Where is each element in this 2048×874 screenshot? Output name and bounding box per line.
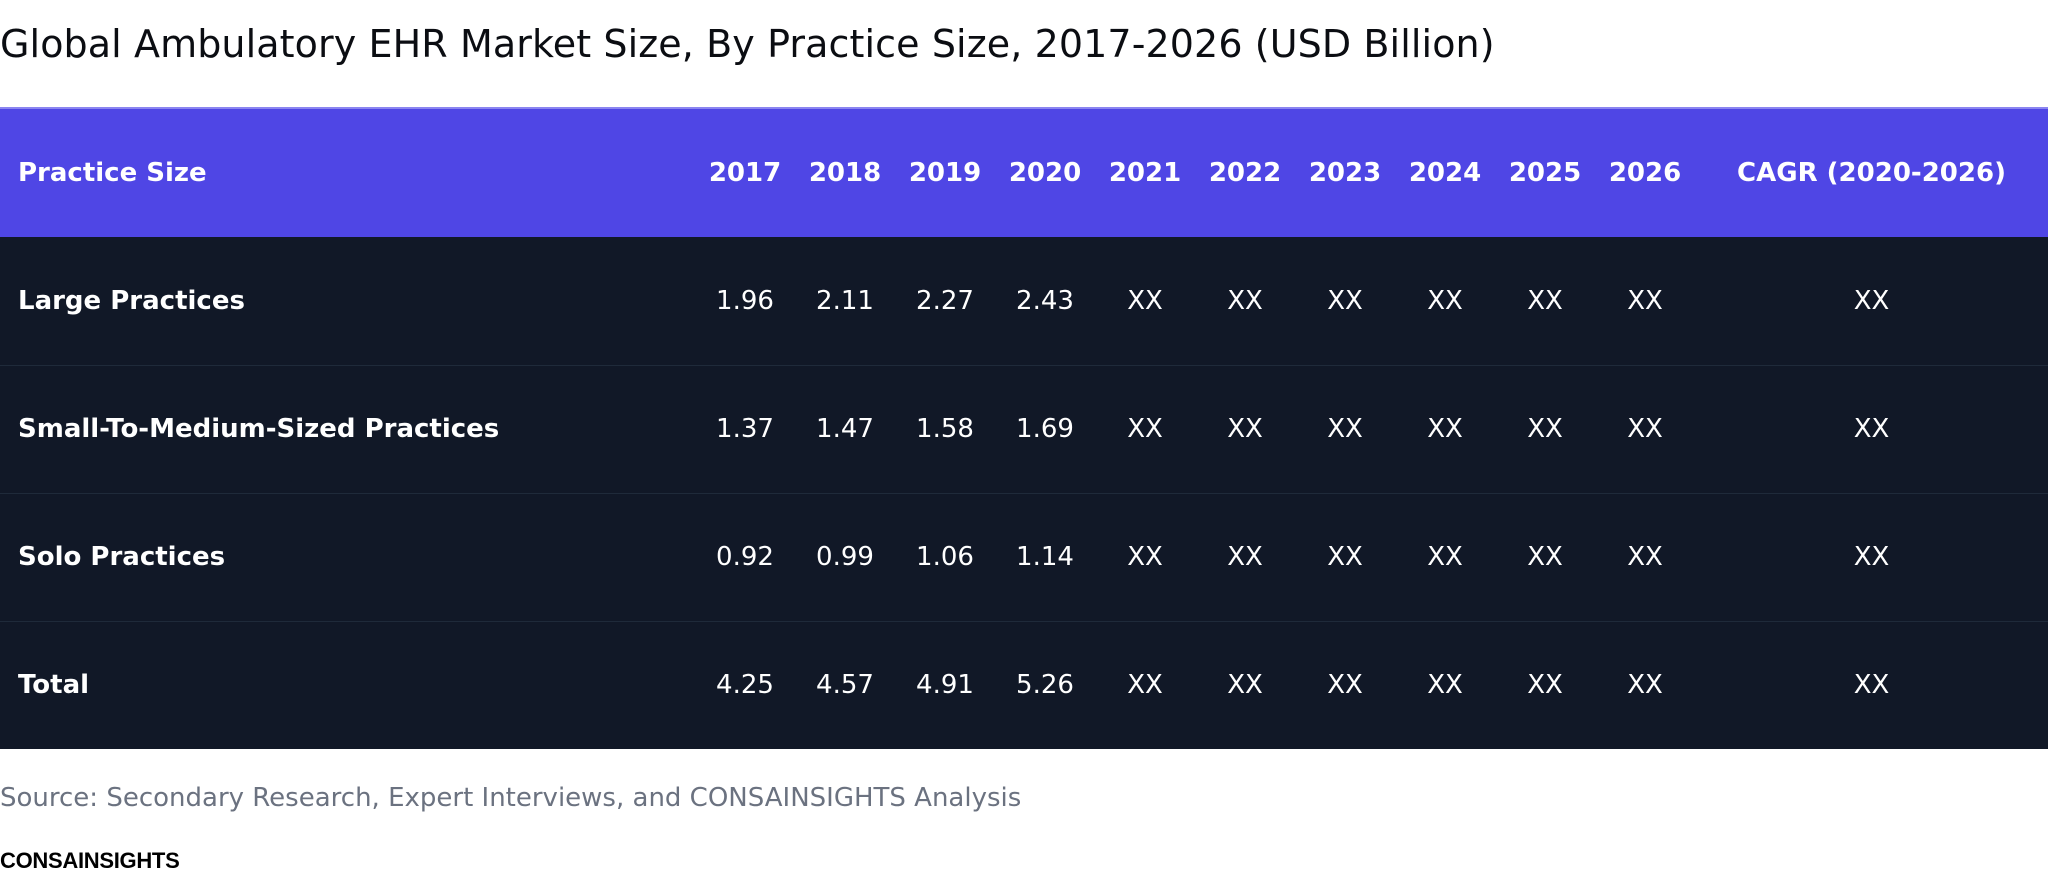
table-cell: XX bbox=[1427, 285, 1463, 316]
table-cell: XX bbox=[1627, 414, 1663, 444]
table-header-row: Practice Size 2017 2018 2019 2020 2021 2… bbox=[0, 108, 2048, 237]
table-cell: XX bbox=[1527, 670, 1563, 701]
table-cell: XX bbox=[1227, 414, 1263, 444]
table-cell: XX bbox=[1853, 285, 1890, 316]
table-cell: 2.43 bbox=[1016, 285, 1074, 316]
row-label: Solo Practices bbox=[18, 542, 226, 572]
table-cell: 0.92 bbox=[716, 542, 774, 572]
market-size-table-container: Practice Size 2017 2018 2019 2020 2021 2… bbox=[0, 107, 2048, 749]
header-2020: 2020 bbox=[1008, 158, 1082, 188]
brand-logo-text: CONSAINSIGHTS bbox=[0, 848, 180, 873]
table-cell: XX bbox=[1327, 414, 1363, 444]
table-cell: 1.58 bbox=[916, 414, 974, 444]
table-row: Solo Practices 0.92 0.99 1.06 1.14 XX XX… bbox=[0, 493, 2048, 621]
table-row-total: Total 4.25 4.57 4.91 5.26 XX XX XX XX XX… bbox=[0, 621, 2048, 749]
table-cell: XX bbox=[1527, 414, 1563, 444]
header-2024: 2024 bbox=[1408, 158, 1482, 188]
header-2026: 2026 bbox=[1608, 158, 1682, 188]
table-cell: XX bbox=[1427, 414, 1463, 444]
table-cell: 5.26 bbox=[1016, 670, 1074, 701]
table-row: Small-To-Medium-Sized Practices 1.37 1.4… bbox=[0, 365, 2048, 493]
header-2018: 2018 bbox=[808, 158, 882, 188]
table-cell: 4.25 bbox=[716, 670, 774, 701]
header-2017: 2017 bbox=[708, 158, 782, 188]
table-cell: XX bbox=[1227, 670, 1263, 701]
table-cell: XX bbox=[1853, 542, 1890, 572]
header-2022: 2022 bbox=[1208, 158, 1282, 188]
table-cell: 2.27 bbox=[916, 285, 974, 316]
header-cagr: CAGR (2020-2026) bbox=[1737, 158, 2006, 188]
table-cell: XX bbox=[1127, 670, 1163, 701]
header-2025: 2025 bbox=[1508, 158, 1582, 188]
table-cell: XX bbox=[1527, 285, 1563, 316]
table-cell: XX bbox=[1427, 670, 1463, 701]
table-cell: 0.99 bbox=[816, 542, 874, 572]
table-header: Practice Size 2017 2018 2019 2020 2021 2… bbox=[0, 108, 2048, 237]
market-size-table: Practice Size 2017 2018 2019 2020 2021 2… bbox=[0, 107, 2048, 749]
table-cell: XX bbox=[1327, 542, 1363, 572]
header-practice-size: Practice Size bbox=[18, 158, 207, 188]
table-cell: 1.47 bbox=[816, 414, 874, 444]
table-cell: XX bbox=[1127, 285, 1163, 316]
table-cell: XX bbox=[1627, 542, 1663, 572]
table-cell: 4.91 bbox=[916, 670, 974, 701]
table-cell: XX bbox=[1227, 285, 1263, 316]
table-cell: XX bbox=[1127, 414, 1163, 444]
row-label: Small-To-Medium-Sized Practices bbox=[18, 414, 500, 444]
table-cell: 2.11 bbox=[816, 285, 874, 316]
header-2021: 2021 bbox=[1108, 158, 1182, 188]
table-cell: 1.69 bbox=[1016, 414, 1074, 444]
table-body: Large Practices 1.96 2.11 2.27 2.43 XX X… bbox=[0, 237, 2048, 749]
table-cell: XX bbox=[1627, 285, 1663, 316]
page-title: Global Ambulatory EHR Market Size, By Pr… bbox=[0, 22, 1495, 66]
row-label: Large Practices bbox=[18, 285, 245, 316]
table-cell: 1.96 bbox=[716, 285, 774, 316]
header-2019: 2019 bbox=[908, 158, 982, 188]
table-cell: XX bbox=[1527, 542, 1563, 572]
table-cell: XX bbox=[1427, 542, 1463, 572]
table-cell: XX bbox=[1327, 285, 1363, 316]
table-cell: 1.14 bbox=[1016, 542, 1074, 572]
table-cell: 1.06 bbox=[916, 542, 974, 572]
table-cell: 1.37 bbox=[716, 414, 774, 444]
table-row: Large Practices 1.96 2.11 2.27 2.43 XX X… bbox=[0, 237, 2048, 365]
table-cell: XX bbox=[1853, 414, 1890, 444]
table-cell: XX bbox=[1627, 670, 1663, 701]
table-cell: XX bbox=[1127, 542, 1163, 572]
row-label: Total bbox=[18, 670, 90, 701]
table-cell: XX bbox=[1327, 670, 1363, 701]
table-cell: 4.57 bbox=[816, 670, 874, 701]
table-cell: XX bbox=[1227, 542, 1263, 572]
table-cell: XX bbox=[1853, 670, 1890, 701]
source-note: Source: Secondary Research, Expert Inter… bbox=[0, 783, 1022, 813]
header-2023: 2023 bbox=[1308, 158, 1382, 188]
